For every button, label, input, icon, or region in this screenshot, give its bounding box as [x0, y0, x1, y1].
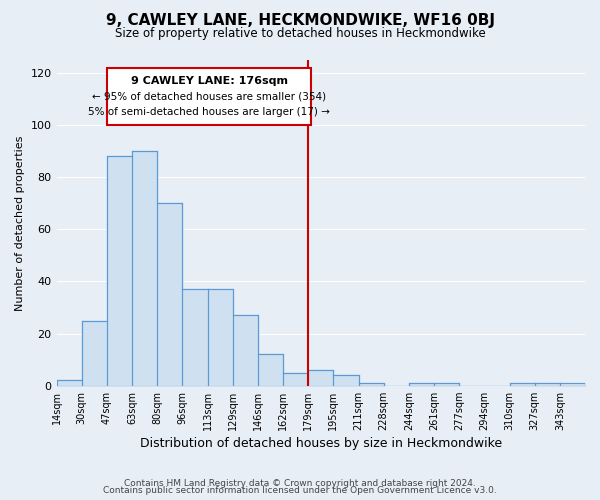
Text: ← 95% of detached houses are smaller (354): ← 95% of detached houses are smaller (35…	[92, 92, 326, 102]
Text: 5% of semi-detached houses are larger (17) →: 5% of semi-detached houses are larger (1…	[88, 107, 330, 117]
Bar	[107, 68, 311, 125]
Text: Contains public sector information licensed under the Open Government Licence v3: Contains public sector information licen…	[103, 486, 497, 495]
Text: 9 CAWLEY LANE: 176sqm: 9 CAWLEY LANE: 176sqm	[131, 76, 287, 86]
Text: Contains HM Land Registry data © Crown copyright and database right 2024.: Contains HM Land Registry data © Crown c…	[124, 478, 476, 488]
X-axis label: Distribution of detached houses by size in Heckmondwike: Distribution of detached houses by size …	[140, 437, 502, 450]
Y-axis label: Number of detached properties: Number of detached properties	[15, 135, 25, 310]
Text: 9, CAWLEY LANE, HECKMONDWIKE, WF16 0BJ: 9, CAWLEY LANE, HECKMONDWIKE, WF16 0BJ	[106, 12, 494, 28]
Text: Size of property relative to detached houses in Heckmondwike: Size of property relative to detached ho…	[115, 28, 485, 40]
